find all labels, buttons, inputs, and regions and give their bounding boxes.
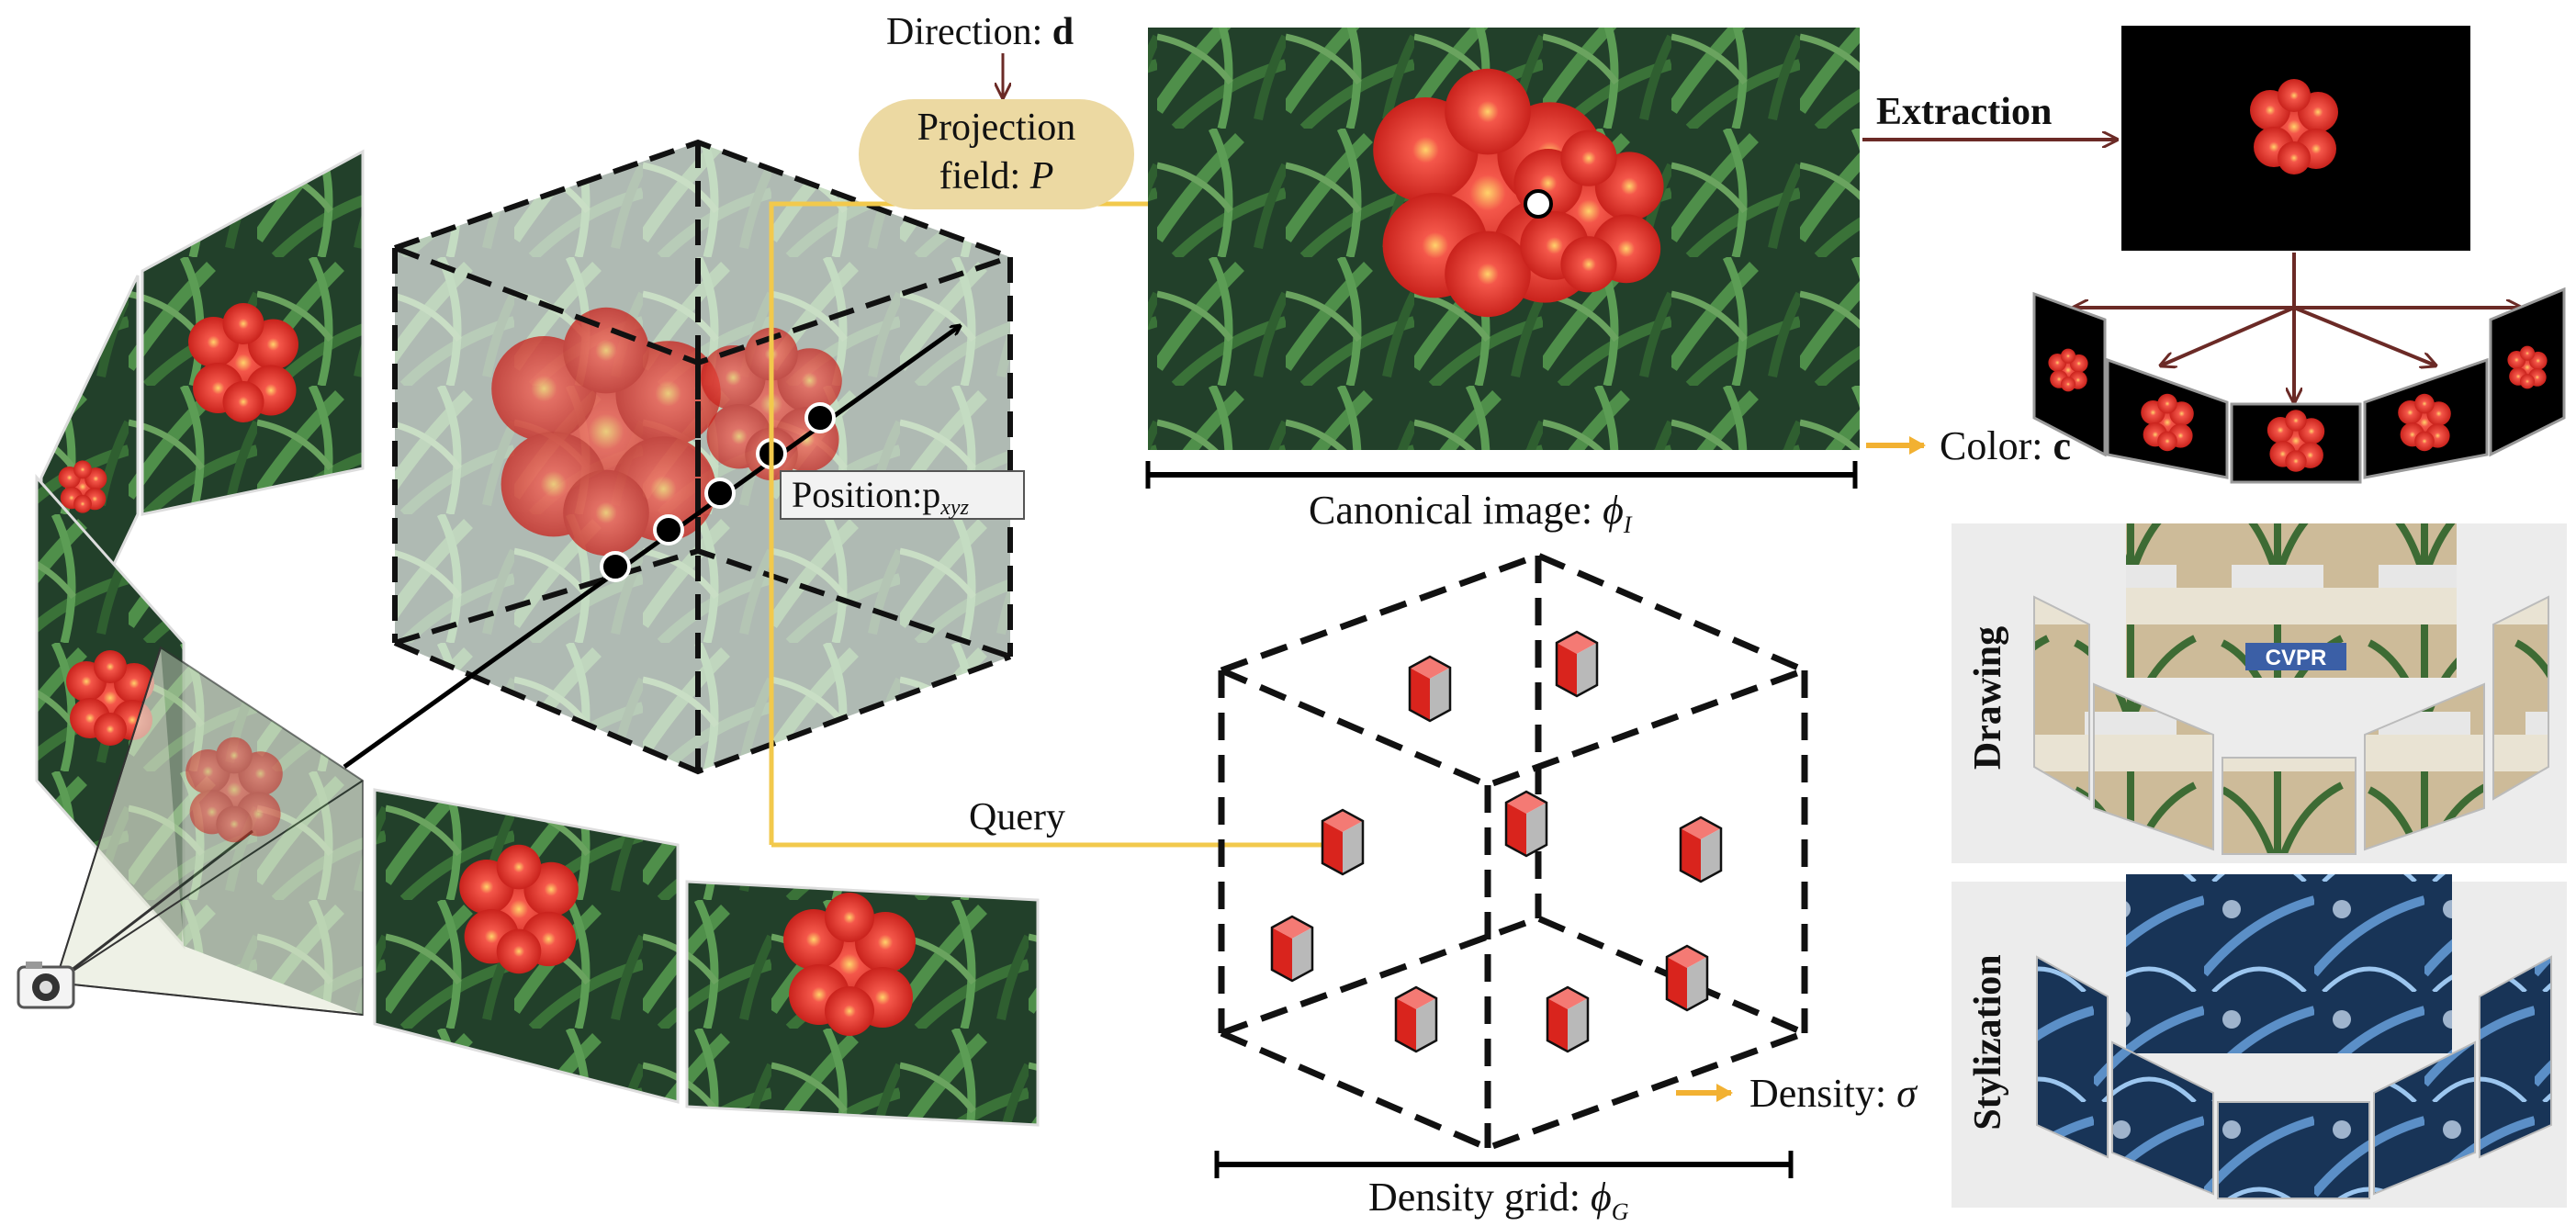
scene-cube [392,139,1013,775]
color-label: Color: c [1940,423,2071,468]
position-label: Position:pxyz [780,470,1025,520]
canonical-image [1148,28,1860,450]
density-grid-label: Density grid: ϕG [1368,1175,1629,1225]
svg-text:Position:pxyz: Position:pxyz [792,474,970,520]
red-cube-icon [1546,985,1590,1053]
canonical-sample-point [1524,189,1553,219]
projection-field: Projection field: P [859,99,1134,209]
drawing-label: Drawing [1967,626,2009,770]
direction-label: Direction: d [886,11,1074,53]
red-cube-icon [1504,790,1548,858]
red-cube-icon [1555,630,1599,698]
density-grid [1218,552,1808,1152]
extracted-frames [2032,287,2566,484]
extraction-fan [2074,253,2521,402]
drawing-panel: Drawing CVPR [1952,523,2567,863]
red-cube-icon [1394,985,1438,1053]
camera-icon [17,962,75,1009]
red-cube-icon [1679,815,1723,883]
svg-text:Projection: Projection [917,107,1076,149]
canonical-image-label: Canonical image: ϕI [1309,488,1633,538]
camera-ray [343,326,960,770]
svg-text:field: P: field: P [939,155,1054,197]
stylization-label: Stylization [1967,954,2009,1130]
sample-points [600,402,836,582]
extraction-label: Extraction [1876,91,2052,133]
cvpr-logo: CVPR [2266,646,2327,670]
query-label: Query [969,796,1065,838]
red-cube-icon [1665,944,1709,1012]
red-cube-icon [1408,655,1452,723]
stylization-panel: Stylization [1952,874,2567,1208]
density-label: Density: σ [1749,1071,1918,1116]
extracted-image [2121,26,2470,251]
red-cube-icon [1270,915,1314,983]
input-frames [35,149,1040,1127]
red-cube-icon [1321,808,1365,876]
